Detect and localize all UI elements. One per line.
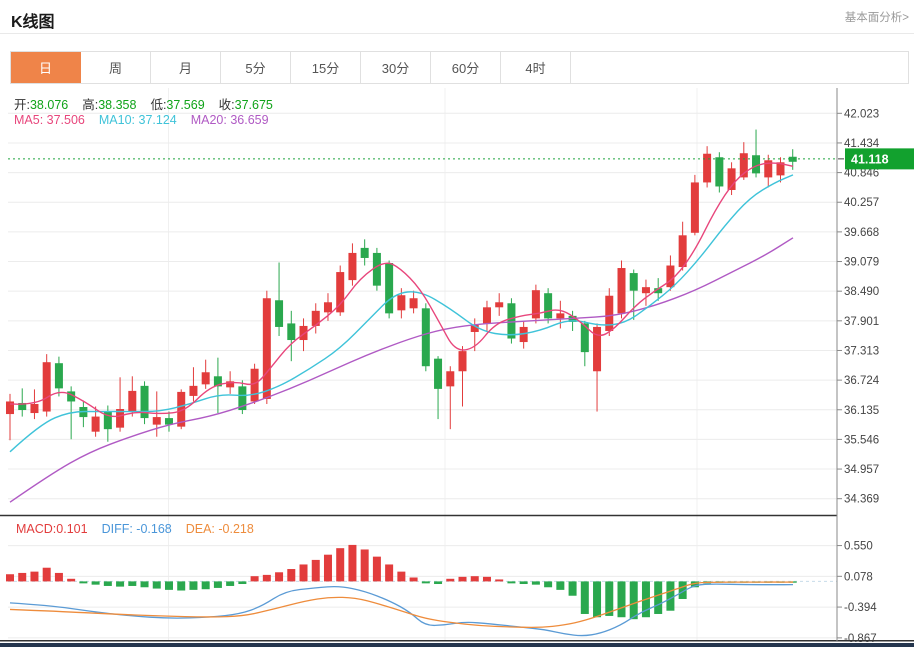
ma5-line — [9, 162, 794, 418]
ohlc-close: 收:37.675 — [218, 98, 273, 112]
ma10-value: MA10: 37.124 — [98, 113, 177, 127]
bottom-section-bar — [0, 643, 914, 647]
svg-text:39.668: 39.668 — [844, 227, 879, 239]
svg-text:0.550: 0.550 — [844, 541, 873, 553]
tab-day[interactable]: 日 — [11, 52, 81, 83]
tab-bar-filler — [571, 52, 908, 83]
ma5-value: MA5: 37.506 — [14, 113, 85, 127]
svg-text:41.434: 41.434 — [844, 138, 880, 150]
macd-value: MACD:0.101 — [16, 522, 88, 536]
tab-5min[interactable]: 5分 — [221, 52, 291, 83]
svg-text:37.901: 37.901 — [844, 316, 879, 328]
svg-text:34.957: 34.957 — [844, 464, 879, 476]
dea-value: DEA: -0.218 — [185, 522, 254, 536]
svg-text:40.846: 40.846 — [844, 168, 879, 180]
ma20-line — [9, 237, 794, 503]
page-title: K线图 — [11, 14, 55, 31]
diff-line — [9, 583, 794, 637]
svg-text:37.313: 37.313 — [844, 345, 879, 357]
ma20-value: MA20: 36.659 — [190, 113, 269, 127]
svg-text:0.078: 0.078 — [844, 571, 873, 583]
macd-y-axis-labels: 0.550 0.078 -0.394 -0.867 — [837, 541, 877, 645]
ohlc-indicator-row: 开:38.076 高:38.358 低:37.569 收:37.675 — [14, 94, 273, 113]
svg-text:38.490: 38.490 — [844, 286, 879, 298]
svg-text:34.369: 34.369 — [844, 494, 879, 506]
macd-histogram — [6, 544, 797, 620]
svg-text:39.079: 39.079 — [844, 257, 879, 269]
svg-text:41.118: 41.118 — [851, 152, 889, 166]
svg-text:-0.394: -0.394 — [844, 602, 877, 614]
main-y-axis-labels: 42.023 41.434 40.846 40.257 39.668 39.079 38.4… — [837, 108, 880, 506]
svg-text:35.546: 35.546 — [844, 434, 879, 446]
macd-indicator-row: MACD:0.101 DIFF: -0.168 DEA: -0.218 — [16, 522, 254, 536]
gridlines — [8, 88, 837, 641]
dea-line — [9, 581, 794, 629]
svg-text:36.135: 36.135 — [844, 405, 879, 417]
svg-text:-0.867: -0.867 — [844, 633, 877, 645]
svg-text:40.257: 40.257 — [844, 197, 879, 209]
ohlc-high: 高:38.358 — [82, 98, 137, 112]
tab-week[interactable]: 周 — [81, 52, 151, 83]
diff-value: DIFF: -0.168 — [101, 522, 172, 536]
kline-chart-canvas[interactable]: 42.023 41.434 40.846 40.257 39.668 39.079 38.4… — [0, 84, 914, 647]
tab-4hour[interactable]: 4时 — [501, 52, 571, 83]
svg-text:42.023: 42.023 — [844, 108, 879, 120]
ma-indicator-row: MA5: 37.506 MA10: 37.124 MA20: 36.659 — [14, 113, 269, 127]
tab-60min[interactable]: 60分 — [431, 52, 501, 83]
ohlc-open: 开:38.076 — [14, 98, 69, 112]
tab-30min[interactable]: 30分 — [361, 52, 431, 83]
candlestick-series[interactable] — [6, 129, 797, 442]
fundamental-analysis-link[interactable]: 基本面分析> — [844, 12, 909, 24]
tab-15min[interactable]: 15分 — [291, 52, 361, 83]
tab-month[interactable]: 月 — [151, 52, 221, 83]
last-price-badge: 41.118 — [838, 148, 914, 170]
timeframe-tab-bar: 日 周 月 5分 15分 30分 60分 4时 — [10, 51, 909, 84]
header-divider — [0, 33, 914, 34]
svg-text:36.724: 36.724 — [844, 375, 880, 387]
ohlc-low: 低:37.569 — [150, 98, 205, 112]
